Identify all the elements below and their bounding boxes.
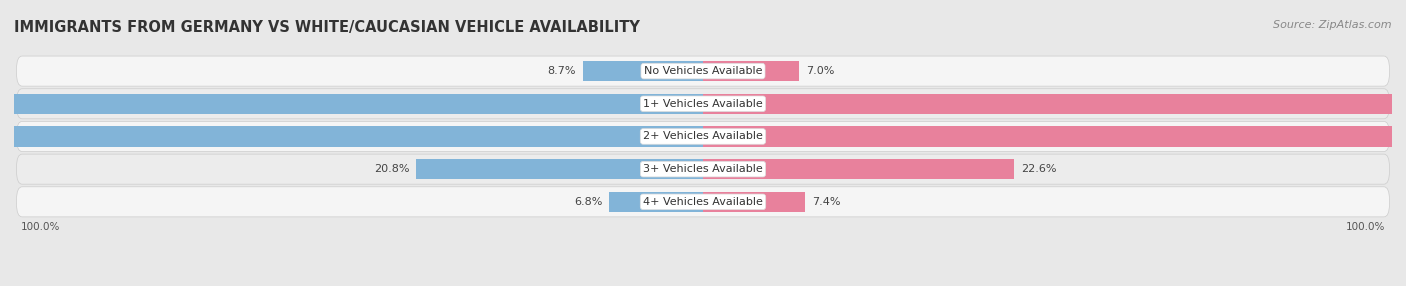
Text: 3+ Vehicles Available: 3+ Vehicles Available [643, 164, 763, 174]
Bar [583, 61, 703, 81]
Bar [703, 159, 1014, 179]
Text: 2+ Vehicles Available: 2+ Vehicles Available [643, 132, 763, 142]
Text: No Vehicles Available: No Vehicles Available [644, 66, 762, 76]
Text: 7.0%: 7.0% [807, 66, 835, 76]
Bar [703, 61, 800, 81]
Bar [703, 126, 1406, 147]
Text: 8.7%: 8.7% [548, 66, 576, 76]
Text: 1+ Vehicles Available: 1+ Vehicles Available [643, 99, 763, 109]
Bar [703, 192, 806, 212]
Text: 6.8%: 6.8% [574, 197, 602, 207]
Text: 100.0%: 100.0% [21, 222, 60, 232]
Text: IMMIGRANTS FROM GERMANY VS WHITE/CAUCASIAN VEHICLE AVAILABILITY: IMMIGRANTS FROM GERMANY VS WHITE/CAUCASI… [14, 20, 640, 35]
Bar [0, 94, 703, 114]
Text: 4+ Vehicles Available: 4+ Vehicles Available [643, 197, 763, 207]
Text: 100.0%: 100.0% [1346, 222, 1385, 232]
Text: 20.8%: 20.8% [374, 164, 409, 174]
FancyBboxPatch shape [17, 122, 1389, 152]
Bar [416, 159, 703, 179]
Bar [703, 94, 1406, 114]
Bar [609, 192, 703, 212]
Text: 7.4%: 7.4% [811, 197, 841, 207]
FancyBboxPatch shape [17, 187, 1389, 217]
Bar [0, 126, 703, 147]
FancyBboxPatch shape [17, 56, 1389, 86]
FancyBboxPatch shape [17, 154, 1389, 184]
Text: Source: ZipAtlas.com: Source: ZipAtlas.com [1274, 20, 1392, 30]
Text: 22.6%: 22.6% [1021, 164, 1057, 174]
FancyBboxPatch shape [17, 89, 1389, 119]
